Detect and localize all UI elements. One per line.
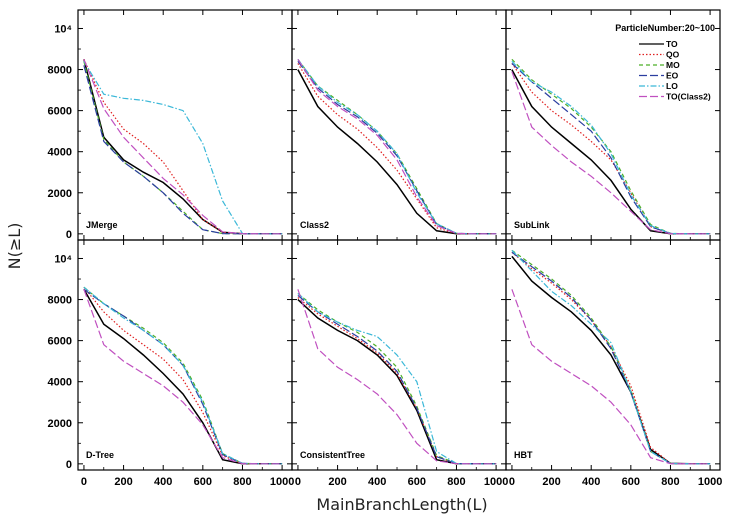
x-tick-label: 0 [509, 476, 515, 488]
legend-title: ParticleNumber:20~100 [615, 23, 715, 33]
panel-sublink: SubLink ParticleNumber:20~100 TOQOMOEOLOTO… [505, 9, 721, 241]
x-tick-label: 0 [81, 476, 87, 488]
series-line-qo [297, 297, 497, 465]
series-group [297, 58, 497, 235]
y-tick-label: 4000 [48, 377, 72, 389]
panel-label: ConsistentTree [300, 450, 365, 460]
y-tick-label: 2000 [48, 418, 72, 430]
y-tick-label: 0 [66, 229, 72, 241]
panel-class2: Class2 [291, 9, 507, 241]
panel-frame [505, 239, 721, 471]
series-line-qo [83, 59, 283, 235]
series-line-mo [297, 58, 497, 235]
panel-d-tree: 0 200 400 600 800 1000 0 2000 4000 6000 8000 10⁴ D-T… [48, 239, 294, 488]
x-tick-label: 800 [447, 476, 465, 488]
series-group [83, 286, 283, 465]
series-line-lo [297, 58, 497, 235]
series-line-mo [83, 286, 283, 465]
panel-frame [291, 9, 507, 241]
series-line-toclass2 [83, 59, 283, 235]
series-group [297, 289, 497, 465]
series-line-lo [83, 60, 283, 235]
x-tick-label: 600 [408, 476, 426, 488]
series-line-eo [83, 65, 283, 235]
y-axis-title: N(≥L) [5, 223, 24, 270]
series-line-toclass2 [297, 289, 497, 465]
y-tick-label: 0 [66, 459, 72, 471]
series-line-mo [511, 249, 711, 465]
legend-entry: TO [666, 39, 678, 49]
y-tick-label: 4000 [48, 147, 72, 159]
panel-frame [77, 9, 293, 241]
series-group [83, 59, 283, 235]
x-axis-title: MainBranchLength(L) [316, 495, 487, 514]
series-line-toclass2 [297, 58, 497, 235]
panel-label: JMerge [86, 220, 118, 230]
panel-label: D-Tree [86, 450, 114, 460]
y-tick-label: 8000 [48, 295, 72, 307]
series-line-mo [511, 58, 711, 235]
x-tick-label: 400 [582, 476, 600, 488]
series-line-to [83, 59, 283, 235]
panel-consistenttree: 0 200 400 600 800 1000 ConsistentTree [291, 239, 508, 488]
x-tick-label: 800 [233, 476, 251, 488]
series-line-toclass2 [511, 289, 711, 465]
series-line-eo [297, 60, 497, 235]
series-group [511, 58, 711, 235]
series-line-qo [511, 63, 711, 235]
legend-entry: TO(Class2) [666, 92, 711, 102]
y-tick-label: 6000 [48, 106, 72, 118]
y-tick-label: 2000 [48, 188, 72, 200]
series-line-eo [511, 251, 711, 465]
series-line-to [511, 255, 711, 465]
series-line-qo [297, 63, 497, 235]
series-line-lo [511, 249, 711, 465]
series-line-mo [297, 292, 497, 465]
x-tick-label: 1000 [484, 476, 508, 488]
y-tick-label: 8000 [48, 65, 72, 77]
series-line-lo [297, 292, 497, 465]
legend-entry: MO [666, 60, 680, 70]
series-line-lo [511, 60, 711, 235]
x-tick-label: 400 [154, 476, 172, 488]
series-line-eo [511, 62, 711, 235]
series-line-qo [511, 251, 711, 465]
series-line-to [83, 288, 283, 465]
panel-label: Class2 [300, 220, 329, 230]
panel-jmerge: 0 2000 4000 6000 8000 10⁴ JMerge [48, 9, 293, 241]
series-line-toclass2 [83, 289, 283, 465]
panel-hbt: 0 200 400 600 800 1000 HBT [505, 239, 722, 488]
y-tick-label: 10⁴ [54, 253, 72, 265]
series-line-eo [297, 294, 497, 465]
x-tick-label: 1000 [270, 476, 294, 488]
x-tick-label: 200 [328, 476, 346, 488]
x-tick-label: 200 [542, 476, 560, 488]
y-tick-label: 10⁴ [54, 23, 72, 35]
series-line-toclass2 [511, 71, 711, 235]
panel-frame [77, 239, 293, 471]
x-tick-label: 800 [661, 476, 679, 488]
y-tick-label: 6000 [48, 336, 72, 348]
legend: ParticleNumber:20~100 TOQOMOEOLOTO(Class2… [615, 23, 715, 102]
panel-label: SubLink [514, 220, 550, 230]
series-line-lo [83, 286, 283, 465]
series-line-qo [83, 286, 283, 465]
series-line-eo [83, 288, 283, 465]
x-tick-label: 600 [194, 476, 212, 488]
legend-entry: EO [666, 71, 679, 81]
x-tick-label: 400 [368, 476, 386, 488]
x-tick-label: 200 [114, 476, 132, 488]
series-group [511, 249, 711, 465]
legend-entry: LO [666, 81, 678, 91]
x-tick-label: 600 [622, 476, 640, 488]
legend-entry: QO [666, 50, 680, 60]
panel-label: HBT [514, 450, 533, 460]
series-line-to [297, 299, 497, 465]
x-tick-label: 1000 [698, 476, 722, 488]
panel-frame [505, 9, 721, 241]
x-tick-label: 0 [295, 476, 301, 488]
